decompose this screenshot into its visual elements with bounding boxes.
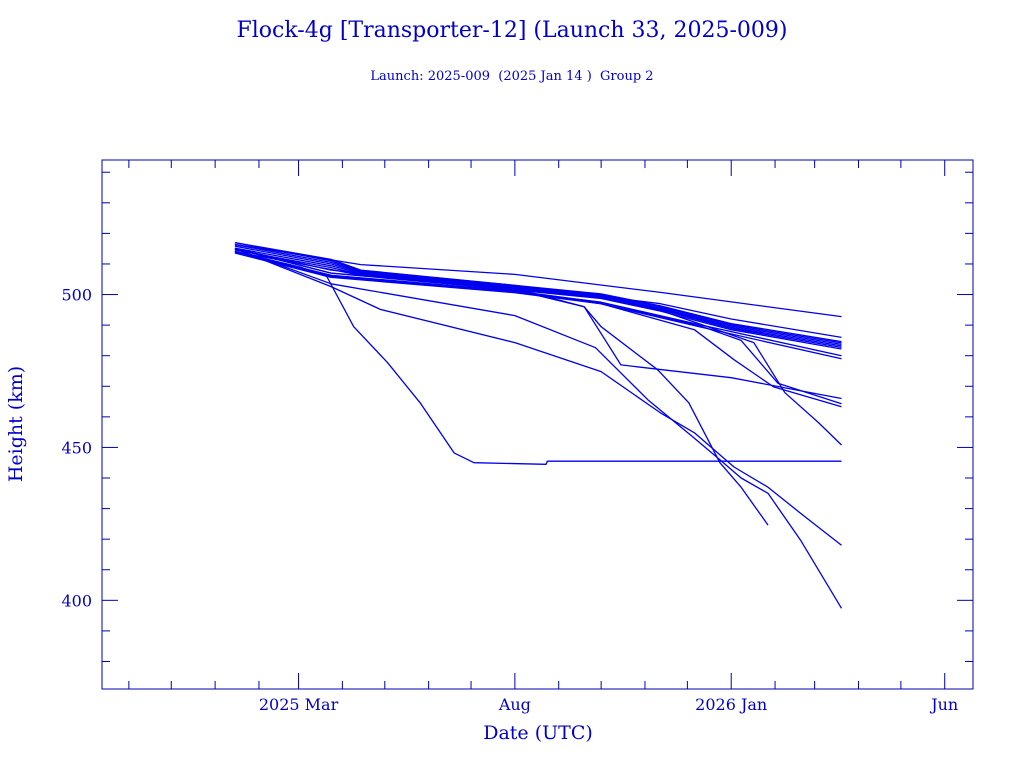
tick-labels: 2025 Mar Aug 2026 Jan Jun 400 450 500 [61,286,958,714]
series-line [234,248,843,609]
series-line [234,241,842,343]
chart-title: Flock-4g [Transporter-12] (Launch 33, 20… [237,18,788,43]
series-line [234,248,769,526]
series-line [234,243,842,318]
x-tick-label: 2025 Mar [259,695,339,714]
y-tick-label: 400 [61,591,92,610]
series-line [234,245,842,346]
x-tick-label: 2026 Jan [695,695,767,714]
series-line [234,248,842,446]
x-axis-label: Date (UTC) [483,722,593,744]
series-line [234,248,842,546]
x-tick-label: Aug [498,695,531,714]
series-group [234,241,843,609]
axis-ticks [102,160,973,689]
series-line [234,251,842,465]
x-tick-label: Jun [929,695,958,714]
chart-subtitle: Launch: 2025-009 (2025 Jan 14 ) Group 2 [370,69,653,84]
y-axis-label: Height (km) [5,366,27,482]
y-tick-label: 450 [61,438,92,457]
series-line [234,250,842,405]
plot-frame [101,159,974,690]
series-line [234,249,842,349]
series-line [234,251,842,408]
series-line [234,244,842,344]
y-tick-label: 500 [61,286,92,305]
